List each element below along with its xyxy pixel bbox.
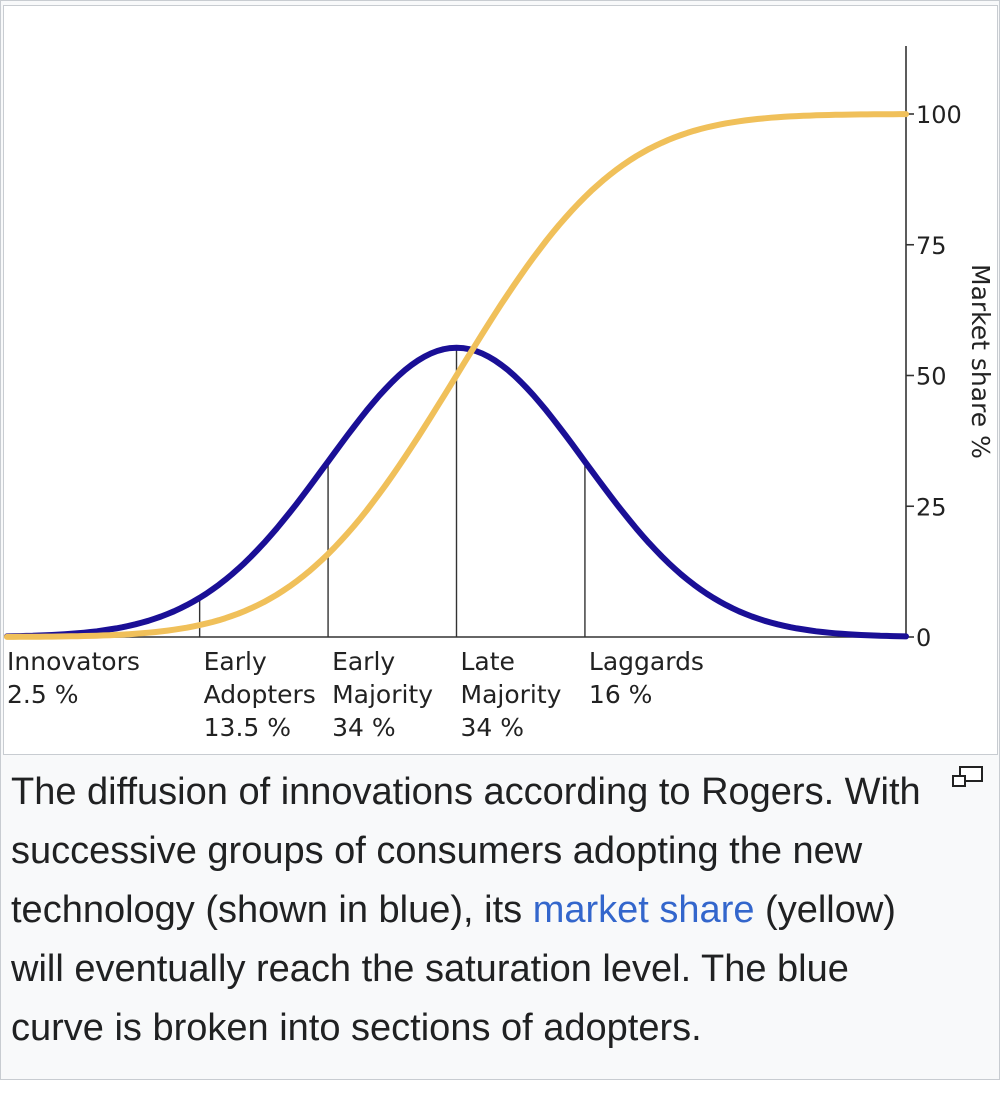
y-tick-label-0: 0	[916, 624, 931, 652]
figure-caption: The diffusion of innovations according t…	[11, 763, 946, 1058]
segment-label-4-line-1: Late	[461, 647, 515, 676]
segment-label-3-line-3: 34 %	[332, 713, 396, 742]
chart-image[interactable]: 0 25 50 75 100 Market share % Innovators 2.5 % E…	[3, 5, 998, 755]
y-tick-label-25: 25	[916, 493, 947, 521]
segment-label-4-line-2: Majority	[461, 680, 562, 709]
caption-text-before: The diffusion of innovations according t…	[11, 771, 921, 931]
segment-label-4-line-3: 34 %	[461, 713, 525, 742]
segment-label-2-line-1: Early	[204, 647, 267, 676]
segment-label-2-line-3: 13.5 %	[204, 713, 291, 742]
y-tick-label-50: 50	[916, 363, 947, 391]
segment-label-3-line-1: Early	[332, 647, 395, 676]
segment-label-3-line-2: Majority	[332, 680, 433, 709]
segment-label-1-line-2: 2.5 %	[7, 680, 78, 709]
y-axis-label: Market share %	[966, 264, 995, 459]
segment-label-2-line-2: Adopters	[204, 680, 316, 709]
magnify-clip-icon[interactable]	[951, 765, 985, 791]
diffusion-chart: 0 25 50 75 100 Market share % Innovators 2.5 % E…	[4, 46, 995, 742]
market-share-link[interactable]: market share	[532, 889, 755, 931]
segment-label-5-line-2: 16 %	[589, 680, 653, 709]
segment-label-1-line-1: Innovators	[7, 647, 140, 676]
segment-label-5-line-1: Laggards	[589, 647, 704, 676]
y-tick-label-100: 100	[916, 101, 962, 129]
y-tick-label-75: 75	[916, 232, 947, 260]
caption-text-after: (yellow) will eventually reach the satur…	[11, 889, 896, 1049]
adoption-curve-blue	[4, 344, 909, 640]
market-share-curve-yellow	[4, 111, 909, 640]
